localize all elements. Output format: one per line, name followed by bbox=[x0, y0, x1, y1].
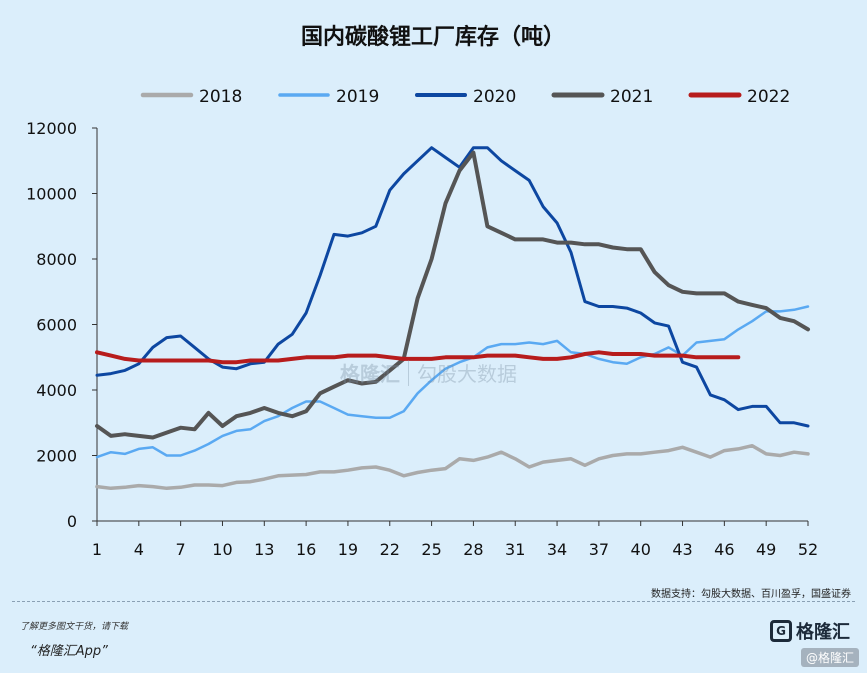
app-name[interactable]: “格隆汇App” bbox=[30, 644, 108, 659]
x-tick-label: 46 bbox=[714, 540, 734, 559]
x-tick-label: 28 bbox=[463, 540, 483, 559]
series-lines bbox=[95, 146, 810, 491]
x-tick-label: 49 bbox=[756, 540, 776, 559]
line-chart: 国内碳酸锂工厂库存（吨） 2018 2019 2020 2021 2022 0 2000 4… bbox=[26, 24, 818, 559]
legend-label-2019: 2019 bbox=[336, 87, 379, 107]
y-tick-label: 8000 bbox=[36, 250, 77, 269]
x-tick-label: 7 bbox=[176, 540, 186, 559]
x-tick-label: 10 bbox=[212, 540, 232, 559]
y-tick-label: 2000 bbox=[36, 447, 77, 466]
watermark-divider bbox=[408, 359, 409, 386]
legend-label-2022: 2022 bbox=[747, 87, 790, 107]
series-line-2021 bbox=[95, 150, 810, 440]
x-tick-label: 1 bbox=[92, 540, 102, 559]
x-tick-label: 25 bbox=[421, 540, 441, 559]
watermark: 格隆汇 勾股大数据 bbox=[340, 358, 517, 387]
corner-watermark: @格隆汇 bbox=[800, 648, 859, 667]
y-tick-label: 10000 bbox=[26, 185, 77, 204]
download-prompt: 了解更多图文干货，请下载 bbox=[20, 622, 129, 632]
chart-legend: 2018 2019 2020 2021 2022 bbox=[140, 87, 790, 107]
series-line-2019 bbox=[95, 305, 810, 459]
x-tick-label: 4 bbox=[134, 540, 144, 559]
x-tick-label: 34 bbox=[547, 540, 567, 559]
x-tick-label: 40 bbox=[631, 540, 651, 559]
chart-title: 国内碳酸锂工厂库存（吨） bbox=[301, 24, 565, 50]
x-tick-label: 22 bbox=[380, 540, 400, 559]
brand-name: 格隆汇 bbox=[796, 622, 850, 643]
legend-label-2021: 2021 bbox=[610, 87, 653, 107]
watermark-brand: 格隆汇 bbox=[340, 362, 400, 386]
y-tick-label: 6000 bbox=[36, 316, 77, 335]
watermark-partner: 勾股大数据 bbox=[417, 362, 517, 386]
brand-logo-icon: G bbox=[770, 620, 792, 642]
footer-divider bbox=[12, 601, 855, 602]
y-axis: 0 2000 4000 6000 8000 10000 12000 bbox=[26, 119, 98, 531]
y-tick-label: 0 bbox=[67, 512, 77, 531]
x-axis: 1 4 7 10 13 16 19 22 25 28 31 34 37 40 43 46 49 52 bbox=[92, 520, 818, 559]
series-line-2022 bbox=[95, 350, 741, 365]
brand-logo: G 格隆汇 bbox=[770, 618, 850, 644]
x-tick-label: 37 bbox=[589, 540, 609, 559]
x-tick-label: 31 bbox=[505, 540, 525, 559]
x-tick-label: 52 bbox=[798, 540, 818, 559]
x-tick-label: 43 bbox=[672, 540, 692, 559]
series-line-2018 bbox=[95, 443, 810, 491]
y-tick-label: 12000 bbox=[26, 119, 77, 138]
legend-label-2020: 2020 bbox=[473, 87, 516, 107]
x-tick-label: 13 bbox=[254, 540, 274, 559]
data-source: 数据支持：勾股大数据、百川盈孚，国盛证券 bbox=[651, 589, 851, 600]
x-tick-label: 16 bbox=[296, 540, 316, 559]
legend-label-2018: 2018 bbox=[199, 87, 242, 107]
x-tick-label: 19 bbox=[338, 540, 358, 559]
y-tick-label: 4000 bbox=[36, 381, 77, 400]
